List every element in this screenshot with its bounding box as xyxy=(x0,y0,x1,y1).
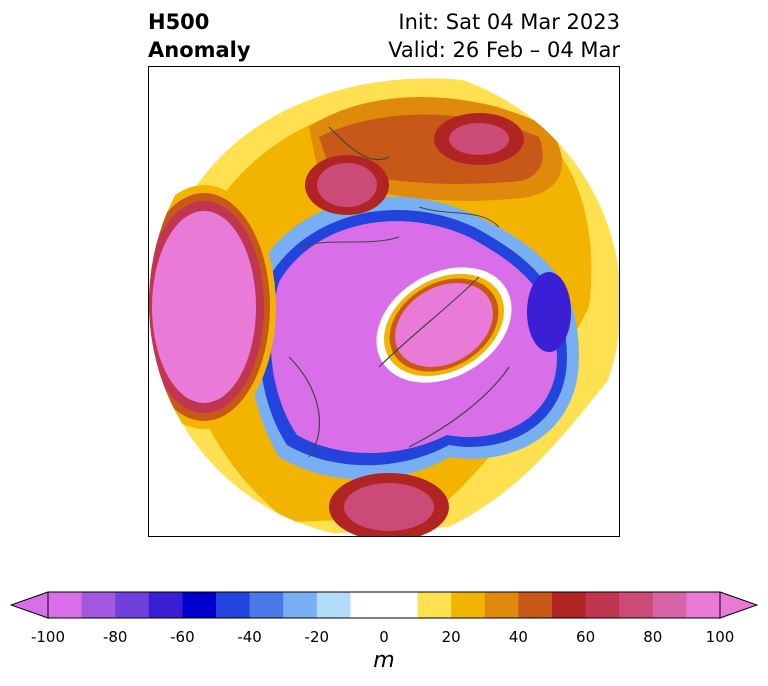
variable-type: Anomaly xyxy=(148,38,251,62)
colorbar-segment xyxy=(283,592,318,618)
colorbar-segment xyxy=(552,592,587,618)
colorbar-tick-label: -60 xyxy=(170,628,195,646)
colorbar-segment xyxy=(216,592,251,618)
colorbar-segment xyxy=(451,592,486,618)
anomaly-map xyxy=(148,66,620,537)
colorbar-tick-label: 60 xyxy=(576,628,596,646)
colorbar-segment xyxy=(148,592,183,618)
colorbar-under-extension xyxy=(10,591,49,619)
colorbar-segment xyxy=(115,592,150,618)
colorbar-tick-label: -20 xyxy=(304,628,330,646)
colorbar-segment xyxy=(48,592,83,618)
colorbar-segment xyxy=(652,592,687,618)
init-time: Init: Sat 04 Mar 2023 xyxy=(398,10,620,34)
colorbar-segment xyxy=(619,592,654,618)
colorbar-tick-label: 20 xyxy=(441,628,461,646)
variable-name: H500 xyxy=(148,10,210,34)
colorbar-segment xyxy=(686,592,721,618)
colorbar-segment xyxy=(585,592,620,618)
colorbar-segment xyxy=(182,592,217,618)
colorbar-segment xyxy=(417,592,452,618)
colorbar-tick-label: -80 xyxy=(102,628,128,646)
colorbar-tick-label: 0 xyxy=(379,628,389,646)
map-title-right: Init: Sat 04 Mar 2023 Valid: 26 Feb – 04… xyxy=(388,8,620,64)
colorbar-segment xyxy=(249,592,284,618)
colorbar-tick-label: -100 xyxy=(30,628,66,646)
colorbar xyxy=(10,591,758,619)
colorbar-tick-label: -40 xyxy=(237,628,262,646)
colorbar-tick-label: 100 xyxy=(705,628,735,646)
colorbar-segment xyxy=(316,592,351,618)
anomaly-map-canvas xyxy=(149,67,619,536)
colorbar-over-extension xyxy=(719,591,758,619)
colorbar-tick-label: 40 xyxy=(508,628,528,646)
map-title-left: H500 Anomaly xyxy=(148,8,251,64)
colorbar-segment xyxy=(484,592,519,618)
colorbar-segment xyxy=(350,592,385,618)
valid-period: Valid: 26 Feb – 04 Mar xyxy=(388,38,620,62)
colorbar-segment xyxy=(518,592,553,618)
colorbar-frame xyxy=(47,591,721,619)
colorbar-unit-label: m xyxy=(373,648,395,673)
colorbar-tick-label: 80 xyxy=(643,628,663,646)
colorbar-segment xyxy=(384,592,419,618)
colorbar-segment xyxy=(81,592,116,618)
